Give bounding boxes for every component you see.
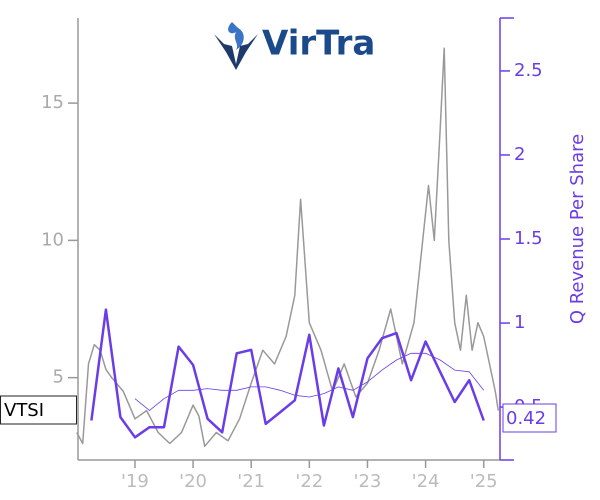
series-line [76,47,500,448]
x-tick-label: '23 [354,471,382,492]
y-tick-label: 10 [41,229,64,250]
y-tick-label: 5 [53,367,64,388]
y2-tick-label: 1 [514,312,525,333]
y-tick-label: 15 [41,92,64,113]
y2-tick-label: 1.5 [514,228,543,249]
ticker-label: VTSI [4,400,44,421]
y2-tick-label: 2 [514,144,525,165]
y2-tick-label: 2.5 [514,60,543,81]
x-tick-label: '22 [295,471,323,492]
x-tick-label: '20 [179,471,207,492]
logo: VirTra [214,22,375,70]
series-line [134,352,485,411]
y2-axis-label: Q Revenue Per Share [567,134,588,324]
x-tick-label: '19 [121,471,149,492]
x-tick-label: '21 [237,471,265,492]
x-tick-label: '25 [470,471,498,492]
last-value-box [502,403,557,433]
series-line [90,308,485,439]
ticker-box [0,395,77,425]
logo-text: VirTra [262,24,375,64]
logo-flame [228,22,244,50]
last-value-label: 0.42 [506,408,546,429]
x-tick-label: '24 [412,471,440,492]
